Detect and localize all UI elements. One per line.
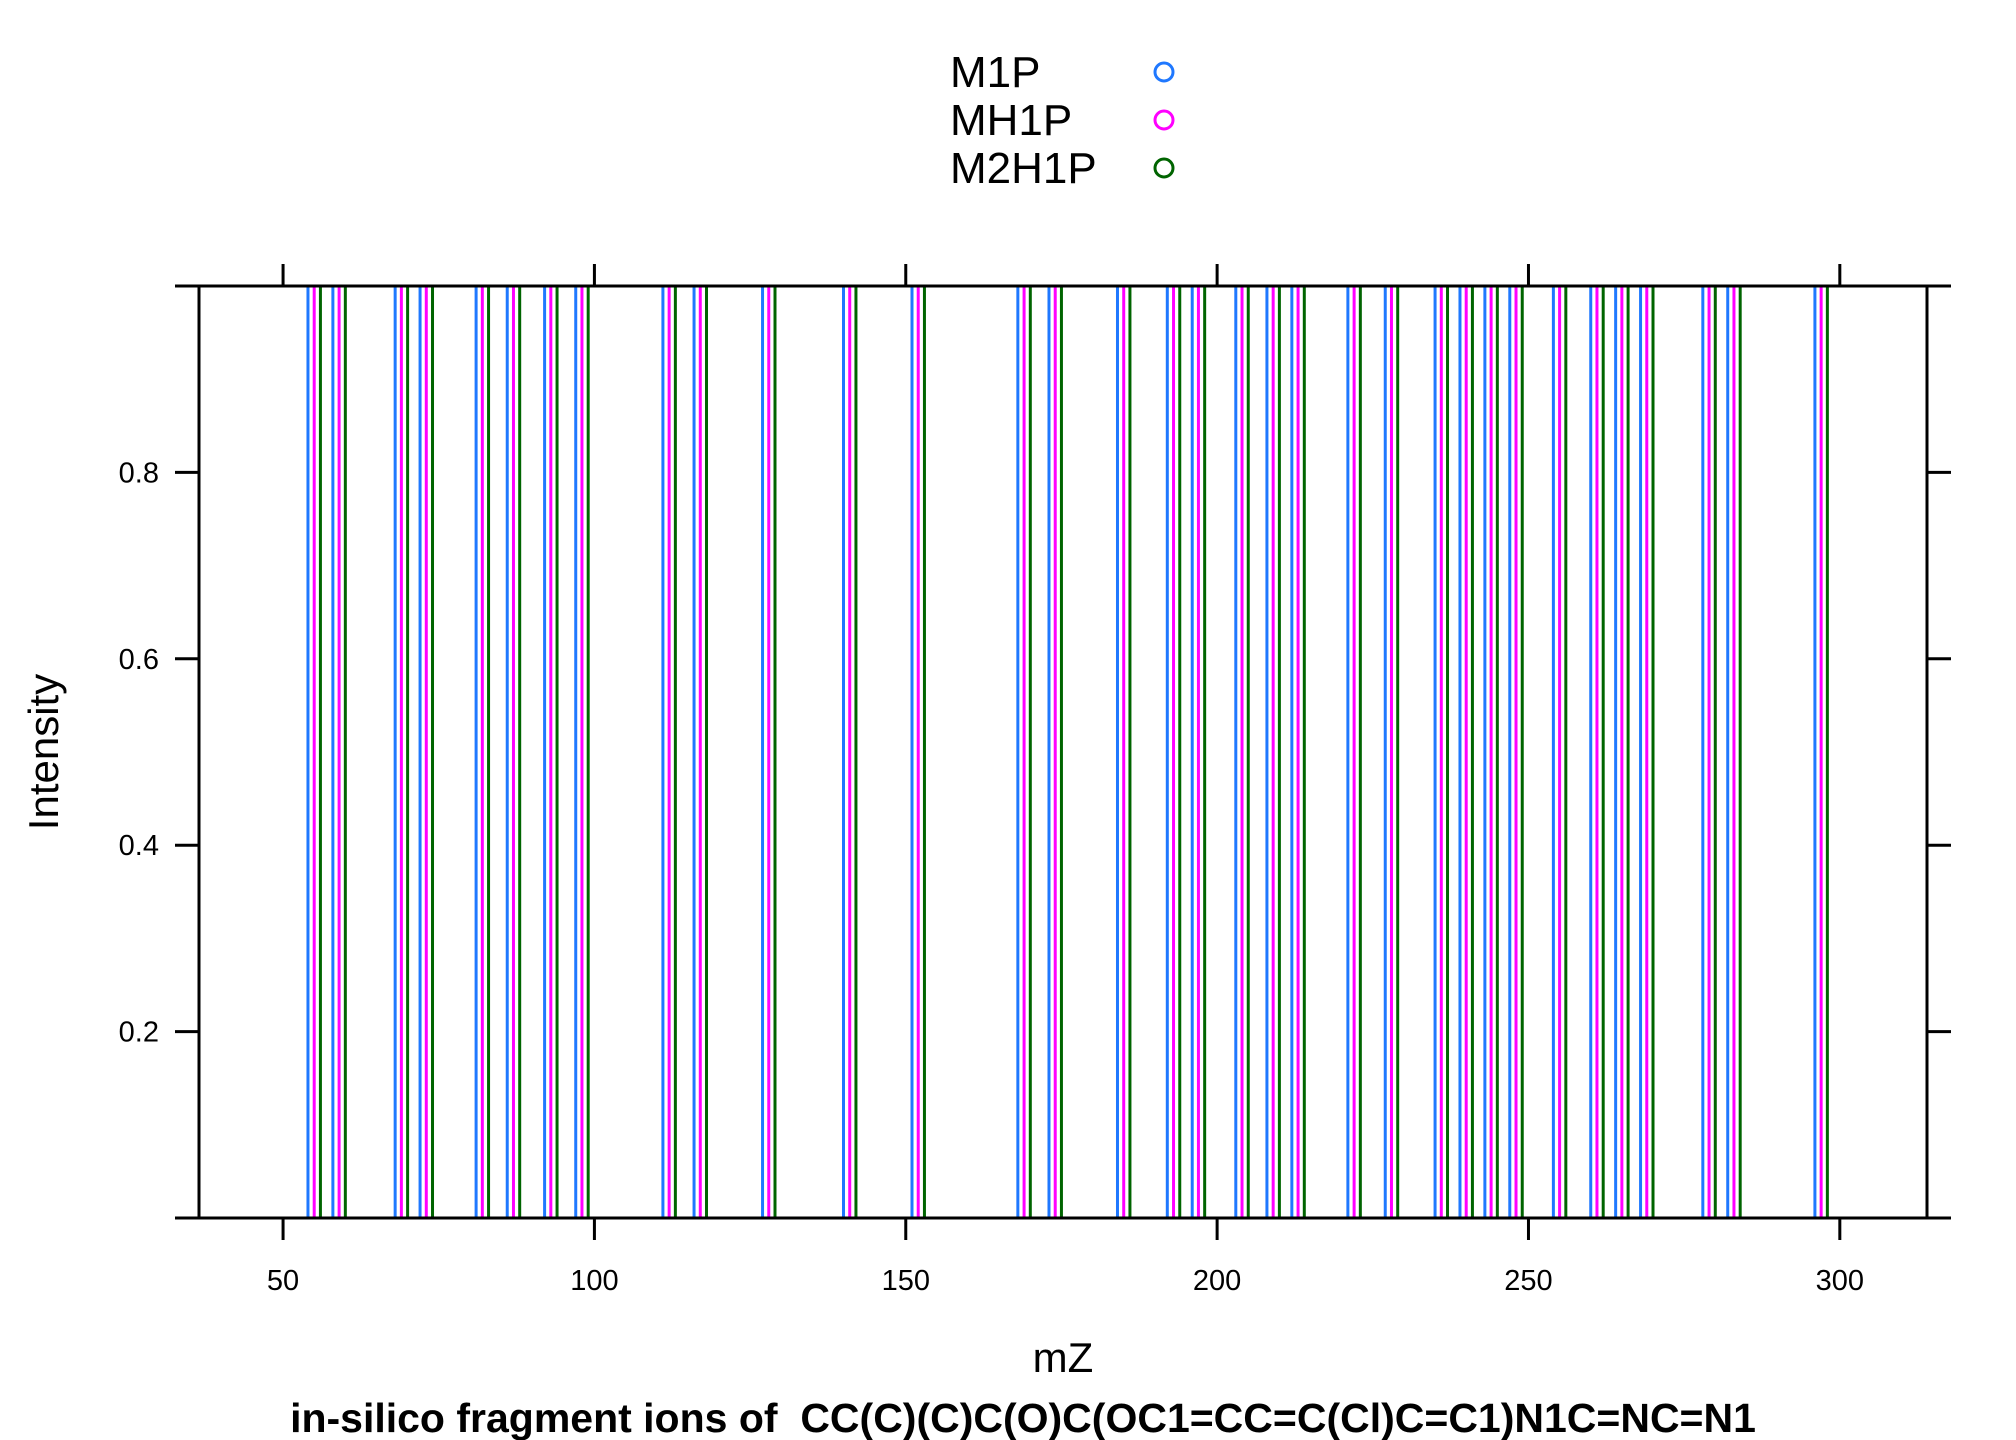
y-tick-label: 0.6 (119, 644, 159, 676)
x-tick-label: 100 (570, 1265, 618, 1297)
legend-label-m2h1p: M2H1P (950, 144, 1097, 193)
legend-marker-m2h1p (1153, 157, 1175, 179)
y-axis-title: Intensity (20, 674, 67, 830)
y-tick-label: 0.4 (119, 830, 159, 862)
x-axis-title: mZ (1033, 1334, 1094, 1381)
x-tick-label: 200 (1193, 1265, 1241, 1297)
legend-marker-mh1p (1153, 109, 1175, 131)
x-tick-label: 300 (1816, 1265, 1864, 1297)
y-axis: 0.2 0.4 0.6 0.8 (119, 457, 1951, 1049)
x-tick-label: 250 (1504, 1265, 1552, 1297)
x-axis: 50 100 150 200 250 300 (175, 264, 1951, 1297)
x-tick-label: 50 (267, 1265, 299, 1297)
legend-label-mh1p: MH1P (950, 96, 1072, 145)
legend-label-m1p: M1P (950, 48, 1040, 97)
y-tick-label: 0.8 (119, 457, 159, 489)
y-tick-label: 0.2 (119, 1017, 159, 1049)
plot-frame (197, 284, 1929, 1220)
legend-marker-m1p (1153, 61, 1175, 83)
x-tick-label: 150 (882, 1265, 930, 1297)
chart-title: in-silico fragment ions of CC(C)(C)C(O)C… (290, 1395, 1756, 1440)
spectrum-lines (306, 286, 1829, 1218)
